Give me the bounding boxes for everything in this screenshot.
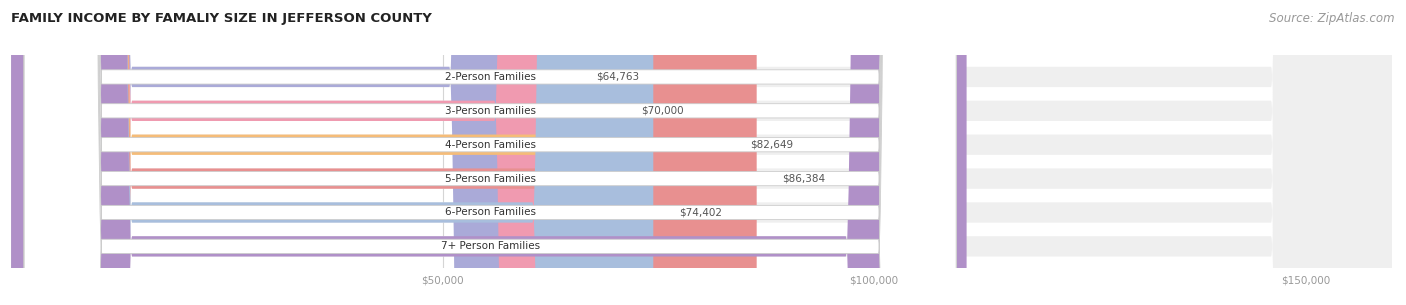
FancyBboxPatch shape	[11, 0, 1392, 305]
FancyBboxPatch shape	[11, 0, 724, 305]
Text: $70,000: $70,000	[641, 106, 683, 116]
FancyBboxPatch shape	[11, 0, 966, 305]
FancyBboxPatch shape	[11, 0, 1392, 305]
FancyBboxPatch shape	[24, 0, 956, 305]
Text: 3-Person Families: 3-Person Families	[444, 106, 536, 116]
FancyBboxPatch shape	[24, 0, 956, 305]
FancyBboxPatch shape	[11, 0, 1392, 305]
FancyBboxPatch shape	[11, 0, 616, 305]
FancyBboxPatch shape	[24, 0, 956, 305]
FancyBboxPatch shape	[11, 0, 756, 305]
Text: $64,763: $64,763	[596, 72, 640, 82]
Text: 4-Person Families: 4-Person Families	[444, 140, 536, 150]
FancyBboxPatch shape	[11, 0, 1392, 305]
FancyBboxPatch shape	[11, 0, 1392, 305]
Text: $82,649: $82,649	[751, 140, 793, 150]
Text: $86,384: $86,384	[783, 174, 825, 184]
FancyBboxPatch shape	[24, 0, 956, 305]
Text: 5-Person Families: 5-Person Families	[444, 174, 536, 184]
FancyBboxPatch shape	[11, 0, 654, 305]
FancyBboxPatch shape	[24, 0, 956, 305]
Text: $74,402: $74,402	[679, 207, 723, 217]
Text: $110,709: $110,709	[886, 241, 941, 251]
Text: FAMILY INCOME BY FAMALIY SIZE IN JEFFERSON COUNTY: FAMILY INCOME BY FAMALIY SIZE IN JEFFERS…	[11, 12, 432, 25]
FancyBboxPatch shape	[11, 0, 569, 305]
Text: 7+ Person Families: 7+ Person Families	[440, 241, 540, 251]
FancyBboxPatch shape	[24, 0, 956, 305]
Text: Source: ZipAtlas.com: Source: ZipAtlas.com	[1270, 12, 1395, 25]
FancyBboxPatch shape	[11, 0, 1392, 305]
Text: 6-Person Families: 6-Person Families	[444, 207, 536, 217]
Text: 2-Person Families: 2-Person Families	[444, 72, 536, 82]
